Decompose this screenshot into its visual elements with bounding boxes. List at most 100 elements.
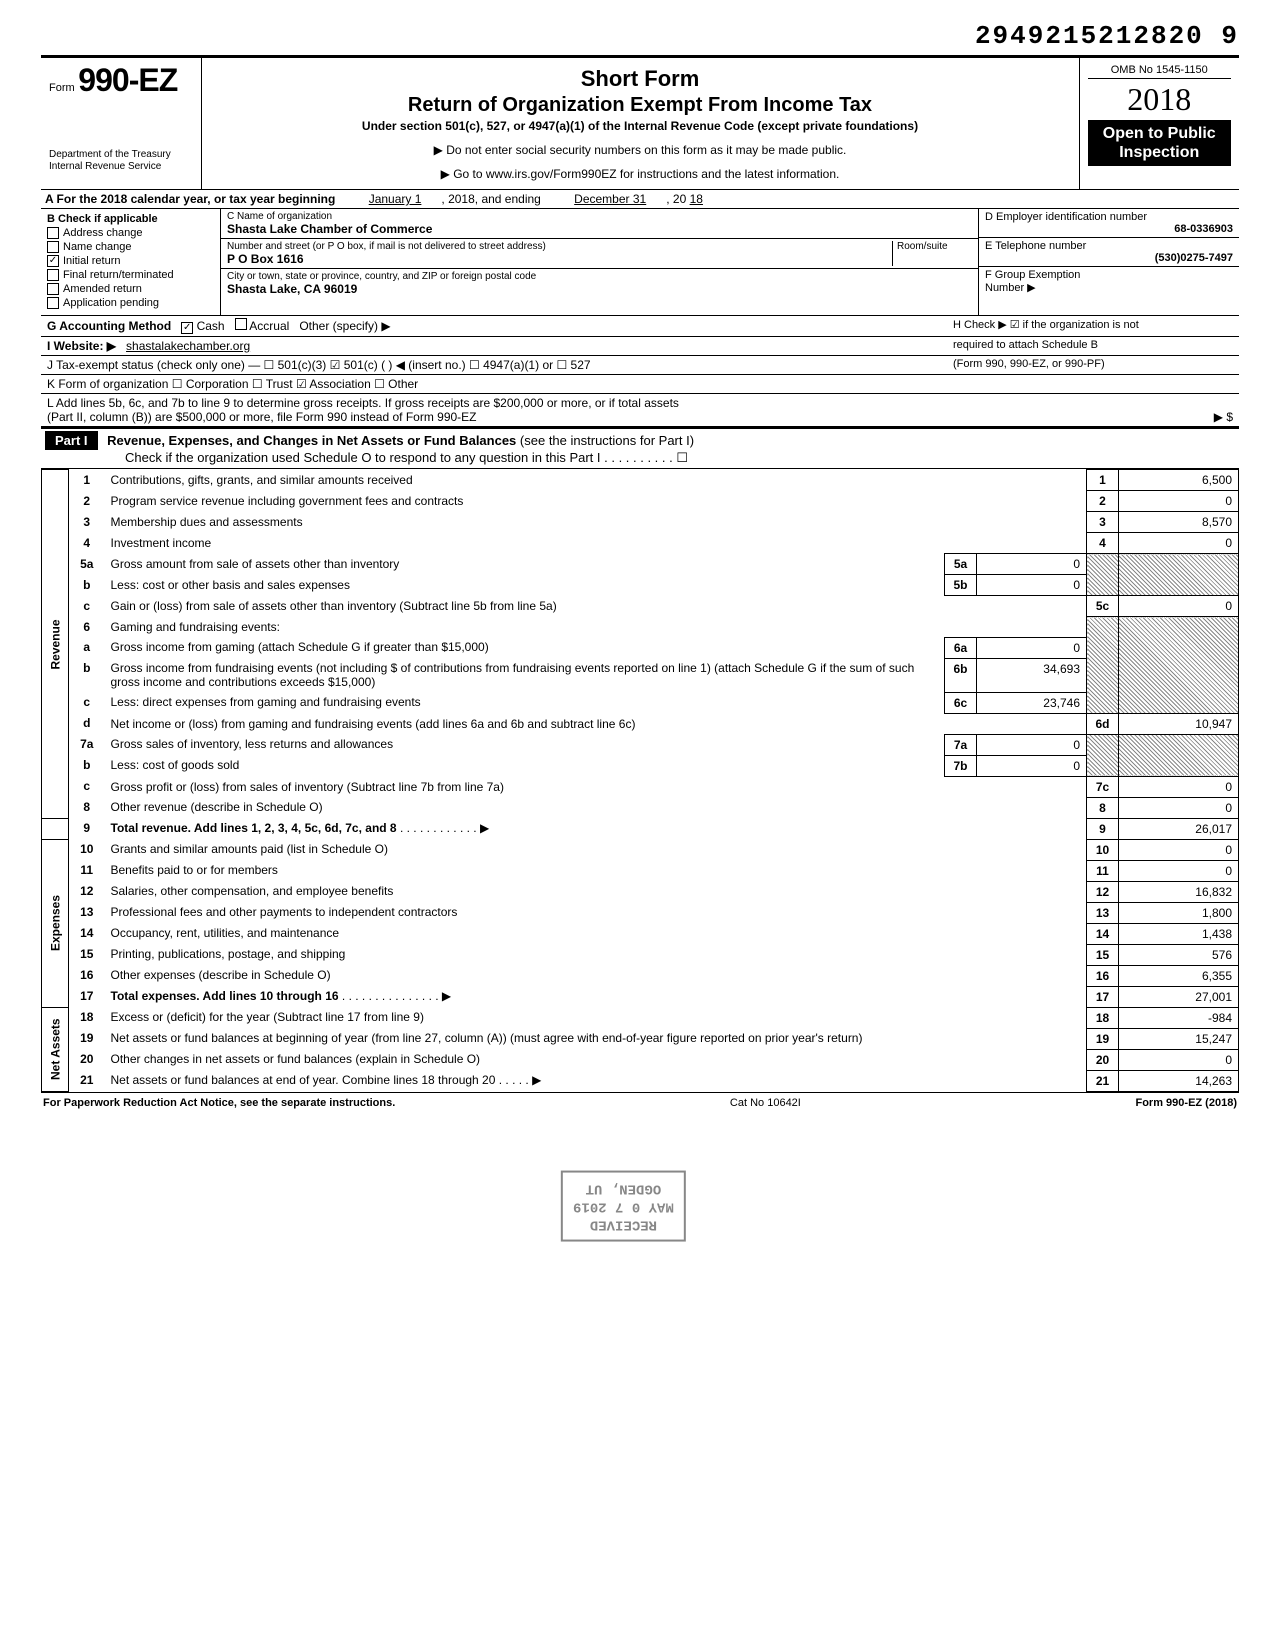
- website-value: shastalakechamber.org: [126, 339, 250, 353]
- line-12-rnum: 12: [1087, 881, 1119, 902]
- line-6c-subnum: 6c: [945, 692, 977, 713]
- line-8-rnum: 8: [1087, 797, 1119, 818]
- group-exemption-label: F Group Exemption: [985, 269, 1233, 281]
- line-5b-subval: 0: [977, 575, 1087, 596]
- lbl-name-change: Name change: [63, 241, 132, 253]
- line-18-num: 18: [69, 1007, 105, 1028]
- cat-expenses: Expenses: [42, 839, 69, 1007]
- line-13-rnum: 13: [1087, 902, 1119, 923]
- line-13-desc: Professional fees and other payments to …: [111, 905, 458, 919]
- line-15-val: 576: [1119, 944, 1239, 965]
- line-20-val: 0: [1119, 1049, 1239, 1070]
- title-short-form: Short Form: [210, 66, 1071, 92]
- line-6-desc: Gaming and fundraising events:: [111, 620, 280, 634]
- form-number: 990-EZ: [78, 62, 177, 98]
- title-main: Return of Organization Exempt From Incom…: [210, 94, 1071, 117]
- line-21-desc: Net assets or fund balances at end of ye…: [111, 1073, 496, 1087]
- line-11-desc: Benefits paid to or for members: [111, 863, 278, 877]
- form-prefix: Form: [49, 82, 75, 94]
- group-exemption-number: Number ▶: [985, 281, 1233, 294]
- line-16-num: 16: [69, 965, 105, 986]
- line-18-desc: Excess or (deficit) for the year (Subtra…: [111, 1010, 424, 1024]
- line-6d-val: 10,947: [1119, 713, 1239, 734]
- footer-cat: Cat No 10642I: [730, 1097, 801, 1109]
- line-18-rnum: 18: [1087, 1007, 1119, 1028]
- chk-app-pending[interactable]: [47, 297, 59, 309]
- instruction-url: Go to www.irs.gov/Form990EZ for instruct…: [210, 167, 1071, 181]
- ein-value: 68-0336903: [985, 223, 1233, 235]
- footer-left: For Paperwork Reduction Act Notice, see …: [43, 1097, 395, 1109]
- lbl-initial-return: Initial return: [63, 255, 120, 267]
- lbl-other-method: Other (specify) ▶: [299, 319, 390, 333]
- line-5c-desc: Gain or (loss) from sale of assets other…: [111, 599, 557, 613]
- line-14-desc: Occupancy, rent, utilities, and maintena…: [111, 926, 340, 940]
- line-6c-desc: Less: direct expenses from gaming and fu…: [111, 695, 421, 709]
- line-5b-subnum: 5b: [945, 575, 977, 596]
- accounting-method-label: G Accounting Method: [47, 319, 171, 333]
- omb-number: OMB No 1545-1150: [1088, 62, 1232, 79]
- chk-accrual[interactable]: [235, 318, 247, 330]
- open-public-2: Inspection: [1090, 143, 1230, 162]
- form-header: Form 990-EZ Department of the Treasury I…: [41, 55, 1239, 190]
- section-b-header: B Check if applicable: [47, 213, 214, 225]
- year-begin: January 1: [369, 192, 422, 206]
- line-11-rnum: 11: [1087, 860, 1119, 881]
- line-10-val: 0: [1119, 839, 1239, 860]
- section-b-checkboxes: B Check if applicable Address change Nam…: [41, 209, 221, 315]
- chk-name-change[interactable]: [47, 241, 59, 253]
- chk-final-return[interactable]: [47, 269, 59, 281]
- chk-cash[interactable]: [181, 322, 193, 334]
- line-10-num: 10: [69, 839, 105, 860]
- line-4-rnum: 4: [1087, 533, 1119, 554]
- line-17-val: 27,001: [1119, 986, 1239, 1007]
- line-2-rnum: 2: [1087, 491, 1119, 512]
- line-17-desc: Total expenses. Add lines 10 through 16: [111, 989, 339, 1003]
- chk-initial-return[interactable]: [47, 255, 59, 267]
- phone-value: (530)0275-7497: [985, 252, 1233, 264]
- line-19-num: 19: [69, 1028, 105, 1049]
- line-3-rnum: 3: [1087, 512, 1119, 533]
- shade-5v: [1119, 554, 1239, 596]
- chk-address-change[interactable]: [47, 227, 59, 239]
- line-6-num: 6: [69, 617, 105, 638]
- chk-amended[interactable]: [47, 283, 59, 295]
- line-1-num: 1: [69, 470, 105, 491]
- document-number: 2949215212820 9: [41, 21, 1239, 51]
- line-15-num: 15: [69, 944, 105, 965]
- tax-year: 2018: [1088, 79, 1232, 120]
- lbl-final-return: Final return/terminated: [63, 269, 174, 281]
- shade-6v: [1119, 617, 1239, 714]
- shade-7v: [1119, 734, 1239, 776]
- website-label: I Website: ▶: [47, 339, 116, 353]
- line-5c-val: 0: [1119, 596, 1239, 617]
- year-end: December 31: [574, 192, 646, 206]
- line-6a-subnum: 6a: [945, 637, 977, 658]
- row-h-check: H Check ▶ ☑ if the organization is not: [953, 318, 1233, 334]
- line-14-val: 1,438: [1119, 923, 1239, 944]
- line-3-desc: Membership dues and assessments: [111, 515, 303, 529]
- line-4-desc: Investment income: [111, 536, 212, 550]
- line-5a-desc: Gross amount from sale of assets other t…: [111, 557, 400, 571]
- line-1-val: 6,500: [1119, 470, 1239, 491]
- lbl-amended: Amended return: [63, 283, 142, 295]
- lbl-address-change: Address change: [63, 227, 143, 239]
- line-14-num: 14: [69, 923, 105, 944]
- line-6a-subval: 0: [977, 637, 1087, 658]
- line-16-desc: Other expenses (describe in Schedule O): [111, 968, 331, 982]
- row-a-tax-year: A For the 2018 calendar year, or tax yea…: [41, 190, 1239, 209]
- cat-netassets: Net Assets: [42, 1007, 69, 1091]
- line-9-rnum: 9: [1087, 818, 1119, 839]
- line-8-num: 8: [69, 797, 105, 818]
- line-13-num: 13: [69, 902, 105, 923]
- dept-treasury: Department of the Treasury: [49, 149, 193, 161]
- line-5a-subnum: 5a: [945, 554, 977, 575]
- line-17-rnum: 17: [1087, 986, 1119, 1007]
- line-6b-num: b: [69, 658, 105, 692]
- part-1-paren: (see the instructions for Part I): [520, 433, 694, 448]
- cat-revenue: Revenue: [42, 470, 69, 819]
- received-stamp: RECEIVED MAY 0 7 2019 OGDEN, UT: [561, 1171, 686, 1242]
- line-6d-desc: Net income or (loss) from gaming and fun…: [111, 717, 636, 731]
- line-15-desc: Printing, publications, postage, and shi…: [111, 947, 346, 961]
- title-subtitle: Under section 501(c), 527, or 4947(a)(1)…: [210, 119, 1071, 133]
- lbl-cash: Cash: [197, 319, 225, 333]
